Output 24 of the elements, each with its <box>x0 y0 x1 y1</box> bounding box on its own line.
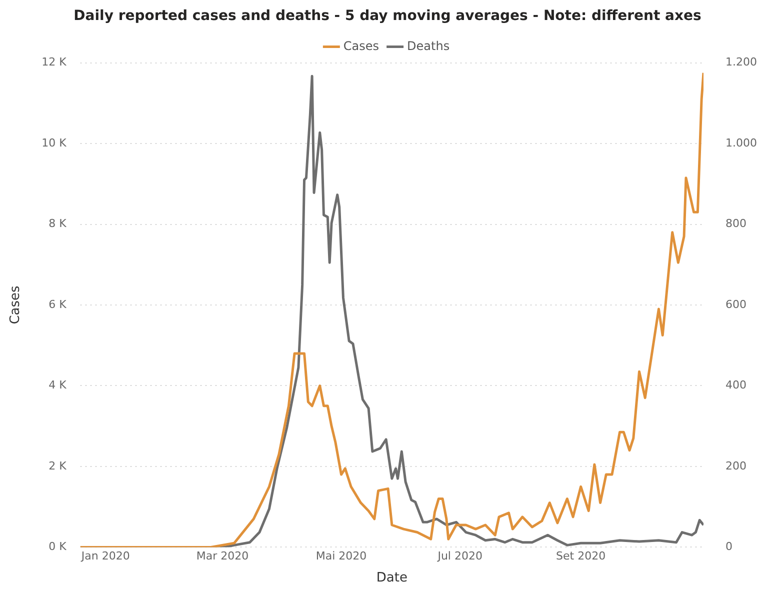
y-tick-label: 0 K <box>48 540 68 554</box>
legend-label: Deaths <box>407 38 450 53</box>
y-tick-label: 2 K <box>48 459 68 472</box>
y-tick-label: 4 K <box>48 378 68 392</box>
x-tick-label: Jan 2020 <box>80 550 130 563</box>
x-axis-title: Date <box>376 570 408 586</box>
y2-tick-label: 200 <box>726 459 747 472</box>
y2-tick-label: 800 <box>726 217 747 230</box>
y2-tick-label: 1.200 <box>726 56 758 69</box>
y-axis-title: Cases <box>8 285 24 324</box>
x-tick-label: Mai 2020 <box>316 550 367 563</box>
y2-tick-label: 1.000 <box>726 136 758 150</box>
legend-label: Cases <box>343 38 380 53</box>
y2-tick-label: 0 <box>726 540 733 554</box>
chart-title: Daily reported cases and deaths - 5 day moving averages - Note: different axes <box>74 8 702 24</box>
y2-tick-label: 600 <box>726 298 747 311</box>
y-tick-label: 12 K <box>42 56 68 69</box>
y-tick-label: 10 K <box>42 136 68 150</box>
y-tick-label: 8 K <box>48 217 68 230</box>
x-tick-label: Jul 2020 <box>436 550 482 563</box>
y-tick-label: 6 K <box>48 298 68 311</box>
y2-tick-label: 400 <box>726 378 747 392</box>
x-tick-label: Set 2020 <box>556 550 606 563</box>
x-tick-label: Mar 2020 <box>196 550 249 563</box>
